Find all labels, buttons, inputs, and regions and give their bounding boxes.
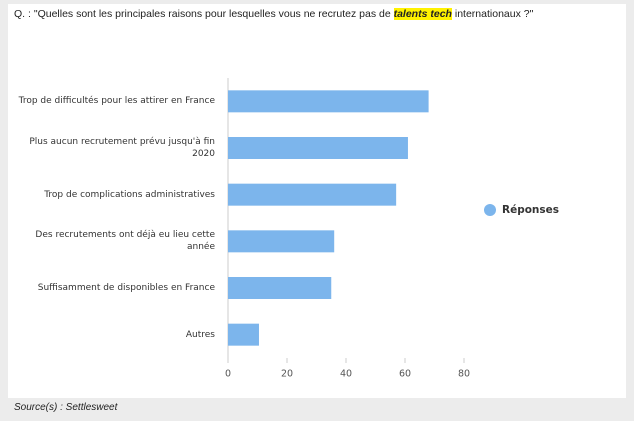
- bar: [228, 230, 335, 253]
- category-label: Des recrutements ont déjà eu lieu cette …: [35, 230, 215, 253]
- legend-label: Réponses: [502, 204, 559, 216]
- category-label: Plus aucun recrutement prévu jusqu'à fin…: [29, 137, 215, 159]
- title-text: Q. : "Quelles sont les principales raiso…: [14, 8, 394, 20]
- category-label: Autres: [185, 329, 215, 340]
- x-tick-label: 20: [281, 369, 293, 380]
- question-title: Q. : "Quelles sont les principales raiso…: [14, 8, 533, 20]
- bar: [228, 137, 408, 159]
- x-tick-label: 80: [458, 369, 470, 380]
- category-label: Trop de difficultés pour les attirer en …: [18, 96, 215, 107]
- title-highlight: talents tech: [393, 8, 452, 20]
- x-tick-label: 40: [340, 369, 352, 380]
- x-tick-label: 0: [225, 369, 231, 380]
- source: Source(s) : Settlesweet: [14, 402, 118, 413]
- bar: [228, 183, 397, 206]
- bar: [228, 90, 429, 113]
- legend-swatch: [484, 204, 496, 216]
- category-label: Suffisamment de disponibles en France: [37, 283, 215, 293]
- category-label: Trop de complications administratives: [44, 189, 215, 200]
- x-tick-label: 60: [399, 369, 411, 380]
- title-text: internationaux ?": [451, 8, 534, 20]
- bar: [228, 277, 332, 299]
- bar: [228, 323, 259, 346]
